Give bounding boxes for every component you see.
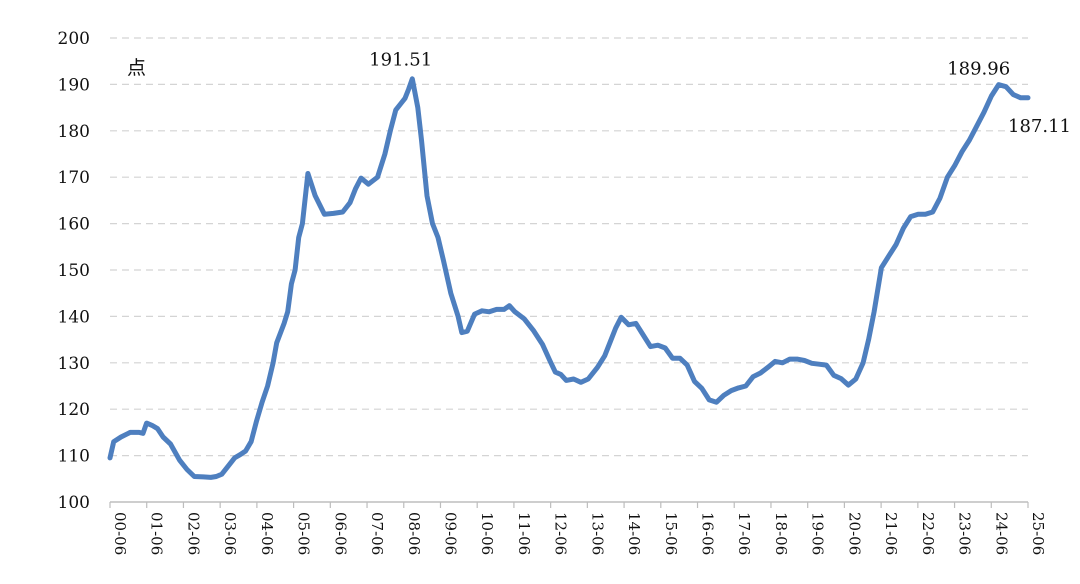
annotation-label: 189.96 bbox=[947, 59, 1010, 80]
y-unit-label: 点 bbox=[127, 57, 146, 79]
y-tick-label: 170 bbox=[58, 168, 90, 188]
annotations: 191.51 189.96 187.11 bbox=[369, 49, 1071, 136]
x-tick-label: 24-06 bbox=[992, 512, 1010, 555]
x-tick-label: 03-06 bbox=[221, 512, 239, 555]
y-tick-label: 150 bbox=[58, 261, 90, 281]
y-tick-label: 120 bbox=[58, 400, 90, 420]
y-axis-ticks: 100 110 120 130 140 150 160 170 180 190 200 bbox=[58, 29, 90, 513]
x-tick-label: 20-06 bbox=[845, 512, 863, 555]
x-tick-label: 11-06 bbox=[515, 512, 533, 555]
x-tick-label: 00-06 bbox=[111, 512, 129, 555]
x-tick-label: 25-06 bbox=[1029, 512, 1047, 555]
x-tick-label: 06-06 bbox=[331, 512, 349, 555]
x-tick-label: 02-06 bbox=[184, 512, 202, 555]
y-tick-label: 200 bbox=[58, 29, 90, 49]
x-tick-label: 05-06 bbox=[295, 512, 313, 555]
x-tick-label: 01-06 bbox=[148, 512, 166, 555]
x-tick-label: 07-06 bbox=[368, 512, 386, 555]
x-tick-label: 04-06 bbox=[258, 512, 276, 555]
x-tick-label: 08-06 bbox=[405, 512, 423, 555]
x-tick-label: 23-06 bbox=[956, 512, 974, 555]
annotation-label: 187.11 bbox=[1008, 116, 1071, 137]
x-axis bbox=[109, 501, 1029, 508]
x-tick-label: 21-06 bbox=[882, 512, 900, 555]
series-line bbox=[107, 76, 1031, 480]
gridlines bbox=[110, 37, 1028, 457]
y-tick-label: 190 bbox=[58, 75, 90, 95]
y-tick-label: 180 bbox=[58, 122, 90, 142]
y-tick-label: 160 bbox=[58, 215, 90, 235]
x-tick-label: 17-06 bbox=[735, 512, 753, 555]
x-tick-label: 19-06 bbox=[809, 512, 827, 555]
y-tick-label: 130 bbox=[58, 354, 90, 374]
x-tick-label: 09-06 bbox=[441, 512, 459, 555]
x-tick-label: 14-06 bbox=[625, 512, 643, 555]
x-tick-label: 10-06 bbox=[478, 512, 496, 555]
y-tick-label: 140 bbox=[58, 307, 90, 327]
x-axis-ticks: 00-06 01-06 02-06 03-06 04-06 05-06 06-06 07-06… bbox=[111, 512, 1047, 555]
y-tick-label: 100 bbox=[58, 493, 90, 513]
x-tick-label: 16-06 bbox=[699, 512, 717, 555]
annotation-label: 191.51 bbox=[369, 49, 432, 70]
y-tick-label: 110 bbox=[58, 447, 90, 467]
x-tick-label: 18-06 bbox=[772, 512, 790, 555]
x-tick-label: 15-06 bbox=[662, 512, 680, 555]
x-tick-label: 12-06 bbox=[552, 512, 570, 555]
x-tick-label: 13-06 bbox=[588, 512, 606, 555]
x-tick-label: 22-06 bbox=[919, 512, 937, 555]
